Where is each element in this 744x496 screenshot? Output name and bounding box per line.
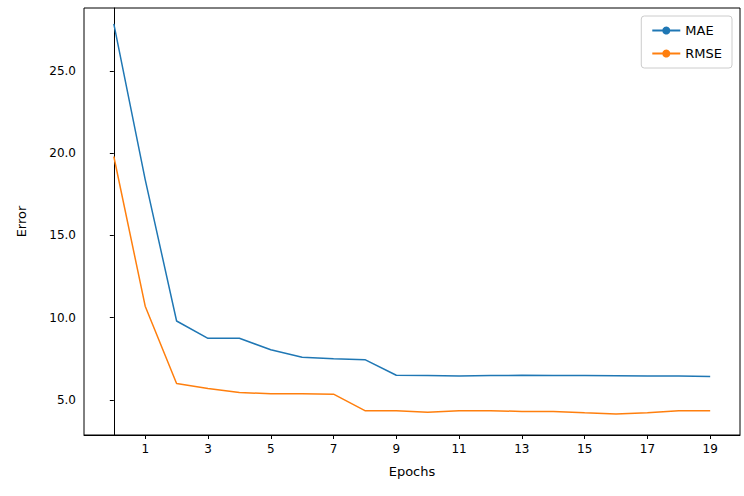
svg-text:9: 9 [392,442,400,456]
svg-text:Error: Error [14,205,29,237]
svg-text:7: 7 [330,442,338,456]
svg-text:1: 1 [141,442,149,456]
svg-text:20.0: 20.0 [49,146,76,160]
svg-text:5: 5 [267,442,275,456]
svg-text:10.0: 10.0 [49,311,76,325]
svg-text:15.0: 15.0 [49,228,76,242]
svg-text:MAE: MAE [685,23,713,38]
svg-text:5.0: 5.0 [57,393,76,407]
svg-text:25.0: 25.0 [49,64,76,78]
svg-text:13: 13 [514,442,529,456]
svg-text:19: 19 [703,442,718,456]
svg-text:15: 15 [577,442,592,456]
svg-text:Epochs: Epochs [389,464,436,479]
svg-text:11: 11 [451,442,466,456]
svg-text:17: 17 [640,442,655,456]
svg-text:3: 3 [204,442,212,456]
svg-text:RMSE: RMSE [685,46,722,61]
